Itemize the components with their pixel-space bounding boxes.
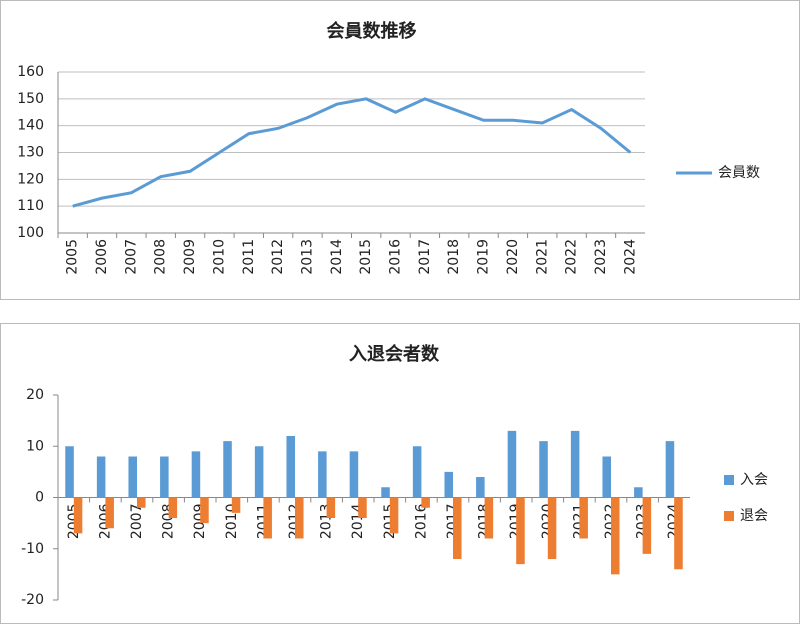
bar bbox=[105, 497, 114, 529]
x-tick-label: 2024 bbox=[622, 239, 638, 275]
x-tick-label: 2021 bbox=[534, 239, 550, 275]
bar bbox=[507, 430, 517, 498]
legend-label: 退会 bbox=[740, 508, 768, 524]
legend-label: 入会 bbox=[740, 472, 768, 488]
bar bbox=[665, 441, 675, 498]
x-tick-label: 2016 bbox=[388, 239, 404, 275]
line bbox=[72, 97, 632, 208]
y-tick-label: -10 bbox=[21, 541, 44, 557]
x-tick-label: 2011 bbox=[241, 239, 257, 275]
y-tick-label: 100 bbox=[17, 225, 44, 241]
bar bbox=[611, 497, 620, 575]
x-tick-label: 2020 bbox=[505, 239, 521, 275]
bar bbox=[381, 487, 390, 498]
bar bbox=[570, 430, 580, 498]
bar bbox=[547, 497, 557, 559]
x-tick-label: 2007 bbox=[123, 239, 139, 275]
bar bbox=[223, 441, 232, 498]
chart-title: 会員数推移 bbox=[327, 20, 417, 42]
y-tick-label: 0 bbox=[35, 490, 44, 506]
bar bbox=[539, 441, 548, 498]
x-tick-label: 2018 bbox=[446, 239, 462, 275]
y-tick-label: 10 bbox=[26, 438, 44, 454]
panel bbox=[0, 0, 800, 300]
bar bbox=[318, 451, 327, 498]
bar bbox=[421, 497, 430, 508]
bar bbox=[254, 446, 264, 498]
x-tick-label: 2013 bbox=[299, 239, 315, 275]
x-tick-label: 2015 bbox=[358, 239, 374, 275]
legend-label: 会員数 bbox=[718, 165, 760, 181]
bar bbox=[326, 497, 336, 518]
y-tick-label: 110 bbox=[17, 198, 44, 214]
y-tick-label: 150 bbox=[17, 91, 44, 107]
bar bbox=[137, 497, 146, 508]
bar bbox=[516, 497, 525, 565]
bar bbox=[128, 456, 137, 498]
bar bbox=[358, 497, 367, 518]
panel bbox=[0, 323, 800, 624]
x-tick-label: 2006 bbox=[94, 239, 110, 275]
bar bbox=[263, 497, 272, 539]
x-tick-label: 2005 bbox=[65, 239, 81, 275]
x-tick-label: 2007 bbox=[129, 504, 145, 540]
x-tick-label: 2014 bbox=[329, 239, 345, 275]
bar bbox=[191, 451, 201, 498]
bar bbox=[674, 497, 683, 570]
x-tick-label: 2012 bbox=[270, 239, 286, 275]
bar bbox=[73, 497, 83, 534]
bar bbox=[476, 477, 485, 498]
y-tick-label: 20 bbox=[26, 387, 44, 403]
bar bbox=[484, 497, 494, 539]
bar bbox=[200, 497, 209, 524]
x-tick-label: 2023 bbox=[593, 239, 609, 275]
x-tick-label: 2008 bbox=[153, 239, 169, 275]
y-tick-label: -20 bbox=[21, 592, 44, 608]
bar bbox=[453, 497, 462, 559]
bar bbox=[412, 446, 422, 498]
bar bbox=[286, 436, 295, 498]
bar bbox=[634, 487, 643, 498]
bar bbox=[602, 456, 611, 498]
bar bbox=[579, 497, 588, 539]
bar bbox=[168, 497, 178, 518]
bar bbox=[65, 446, 74, 498]
bar bbox=[349, 451, 359, 498]
bar bbox=[444, 471, 453, 498]
bar bbox=[295, 497, 304, 539]
bar bbox=[160, 456, 169, 498]
legend-swatch bbox=[724, 475, 734, 485]
y-tick-label: 130 bbox=[17, 145, 44, 161]
y-tick-label: 160 bbox=[17, 64, 44, 80]
chart-title: 入退会者数 bbox=[349, 343, 440, 365]
y-tick-label: 140 bbox=[17, 118, 44, 134]
x-tick-label: 2009 bbox=[182, 239, 198, 275]
bar bbox=[96, 456, 106, 498]
bar bbox=[231, 497, 241, 513]
bar bbox=[389, 497, 399, 534]
x-tick-label: 2019 bbox=[476, 239, 492, 275]
x-tick-label: 2010 bbox=[211, 239, 227, 275]
x-tick-label: 2022 bbox=[564, 239, 580, 275]
x-tick-label: 2017 bbox=[417, 239, 433, 275]
bar bbox=[642, 497, 652, 554]
y-tick-label: 120 bbox=[17, 171, 44, 187]
x-tick-label: 2016 bbox=[413, 503, 429, 539]
legend-swatch bbox=[724, 511, 734, 521]
